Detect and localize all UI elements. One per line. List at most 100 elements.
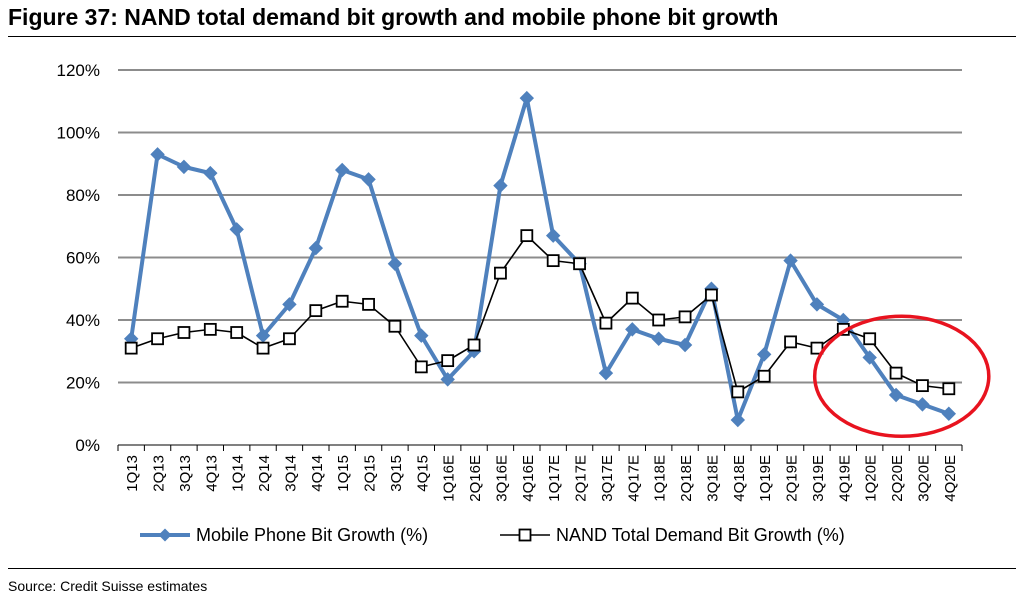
legend-item-1: Mobile Phone Bit Growth (%): [140, 525, 428, 545]
x-tick-label: 4Q16E: [520, 455, 537, 502]
y-tick-label: 60%: [66, 249, 100, 268]
x-tick-label: 3Q18E: [704, 455, 721, 502]
data-point: [862, 350, 877, 365]
data-point: [651, 331, 666, 346]
data-point: [334, 162, 350, 178]
data-point: [151, 332, 164, 346]
source-note: Source: Credit Suisse estimates: [8, 578, 208, 594]
data-point: [387, 256, 403, 271]
x-tick-label: 3Q13: [177, 455, 194, 492]
y-tick-label: 120%: [57, 61, 100, 80]
series-line: [130, 234, 949, 393]
series-line: [129, 96, 950, 422]
x-tick-label: 2Q13: [151, 455, 168, 492]
x-tick-label: 2Q17E: [573, 455, 590, 502]
data-point: [545, 228, 561, 243]
x-tick-label: 2Q16E: [467, 455, 484, 502]
data-point: [941, 406, 957, 421]
data-point: [889, 366, 903, 380]
data-point: [414, 360, 428, 374]
annotations: [812, 314, 991, 438]
data-point: [942, 382, 956, 396]
x-tick-label: 1Q20E: [863, 455, 880, 502]
data-point: [731, 385, 745, 399]
x-tick-label: 1Q17E: [546, 455, 563, 502]
data-point: [256, 341, 270, 355]
x-tick-label: 3Q20E: [915, 455, 932, 502]
x-tick-label: 1Q13: [124, 455, 141, 492]
data-point: [309, 304, 323, 318]
legend: Mobile Phone Bit Growth (%) NAND Total De…: [140, 525, 845, 545]
data-point: [809, 297, 825, 312]
legend-marker: [158, 528, 172, 542]
data-point: [757, 369, 771, 383]
data-point: [203, 322, 217, 336]
data-point: [677, 337, 693, 353]
data-point: [230, 326, 244, 339]
y-tick-label: 80%: [66, 186, 100, 205]
title-rule: [8, 36, 1016, 37]
x-tick-label: 3Q19E: [810, 455, 827, 502]
data-point: [756, 347, 772, 362]
x-tick-label: 4Q14: [309, 455, 326, 492]
data-point: [678, 310, 692, 324]
data-point: [282, 297, 297, 312]
x-tick-label: 3Q15: [388, 455, 405, 492]
x-axis-tick-labels: 1Q13 2Q13 3Q13 4Q13 1Q14 2Q14 3Q14 4Q14 1Q15 2Q15…: [124, 455, 959, 502]
data-point: [888, 387, 904, 403]
x-tick-label: 2Q14: [256, 455, 273, 492]
data-point: [652, 313, 666, 327]
data-point: [573, 257, 586, 271]
data-point: [599, 316, 613, 330]
data-point: [546, 254, 560, 268]
y-tick-label: 40%: [66, 311, 100, 330]
x-tick-label: 2Q19E: [784, 455, 801, 502]
data-point: [414, 328, 429, 343]
x-tick-label: 3Q17E: [599, 455, 616, 502]
source-rule: [8, 568, 1016, 569]
x-tick-label: 4Q17E: [625, 455, 642, 502]
data-point: [362, 297, 375, 311]
data-point: [203, 165, 218, 181]
legend-label: Mobile Phone Bit Growth (%): [196, 525, 428, 545]
data-point: [388, 319, 402, 333]
legend-marker: [518, 528, 532, 542]
data-point: [519, 90, 535, 106]
data-point: [361, 172, 376, 187]
y-tick-label: 100%: [57, 124, 100, 143]
data-point: [441, 354, 455, 368]
x-tick-label: 1Q19E: [757, 455, 774, 502]
x-tick-label: 4Q20E: [942, 455, 959, 502]
x-tick-label: 4Q19E: [836, 455, 853, 502]
x-tick-label: 1Q16E: [441, 455, 458, 502]
series-2: [124, 229, 956, 399]
legend-label: NAND Total Demand Bit Growth (%): [556, 525, 845, 545]
data-point: [625, 291, 639, 305]
x-tick-label: 4Q13: [203, 455, 220, 492]
data-point: [916, 379, 929, 393]
legend-item-2: NAND Total Demand Bit Growth (%): [500, 525, 845, 545]
y-tick-label: 0%: [75, 436, 100, 455]
x-tick-label: 1Q15: [335, 455, 352, 492]
x-tick-label: 3Q16E: [493, 455, 510, 502]
x-tick-label: 2Q18E: [678, 455, 695, 502]
data-point: [150, 147, 165, 162]
data-point: [494, 266, 507, 280]
data-point: [176, 159, 192, 175]
x-tick-label: 2Q15: [362, 455, 379, 492]
data-point: [598, 365, 614, 381]
data-point: [283, 332, 296, 346]
x-tick-label: 4Q18E: [731, 455, 748, 502]
data-point: [784, 335, 797, 349]
x-axis: [117, 444, 963, 451]
y-axis-tick-labels: 0% 20% 40% 60% 80% 100% 120%: [57, 61, 100, 455]
y-tick-label: 20%: [66, 374, 100, 393]
x-tick-label: 1Q14: [230, 455, 247, 492]
data-point: [520, 229, 534, 243]
data-point: [124, 341, 138, 355]
data-point: [440, 372, 455, 387]
highlight-ellipse: [812, 314, 991, 438]
series-1: [123, 90, 957, 428]
data-point: [308, 240, 324, 256]
data-point: [467, 338, 481, 352]
